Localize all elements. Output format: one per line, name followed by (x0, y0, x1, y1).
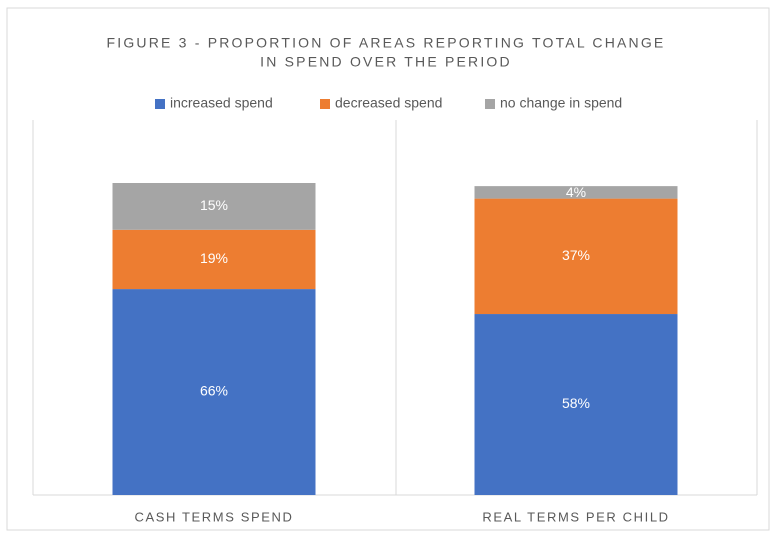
chart-title: FIGURE 3 - PROPORTION OF AREAS REPORTING… (107, 35, 666, 51)
bar-segment (474, 198, 678, 315)
x-tick-label: CASH TERMS SPEND (135, 509, 294, 524)
bar-segment (112, 289, 316, 495)
value-label: 66% (200, 383, 228, 399)
value-label: 58% (562, 395, 590, 411)
value-label: 19% (200, 250, 228, 266)
bar-segment (112, 183, 316, 230)
bar-segment (474, 186, 678, 199)
value-label: 4% (566, 184, 586, 200)
legend-label: increased spend (170, 95, 273, 111)
legend-swatch (485, 99, 495, 109)
legend-swatch (155, 99, 165, 109)
legend-label: no change in spend (500, 95, 622, 111)
legend-swatch (320, 99, 330, 109)
chart-title: IN SPEND OVER THE PERIOD (260, 54, 512, 70)
x-tick-label: REAL TERMS PER CHILD (482, 509, 669, 524)
bar-segment (112, 229, 316, 290)
value-label: 37% (562, 247, 590, 263)
legend-label: decreased spend (335, 95, 442, 111)
bar-segment (474, 314, 678, 495)
value-label: 15% (200, 197, 228, 213)
